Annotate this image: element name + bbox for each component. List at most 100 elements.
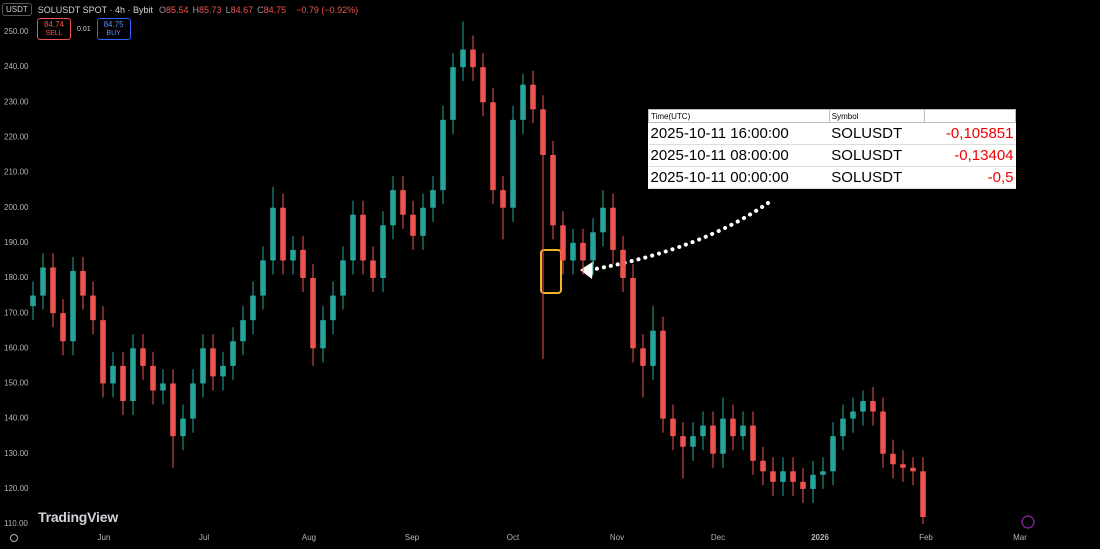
candle-body xyxy=(530,84,536,110)
candle-body xyxy=(770,471,776,482)
candle-body xyxy=(380,225,386,279)
candle-body xyxy=(410,214,416,236)
candle-body xyxy=(900,464,906,468)
candle-body xyxy=(860,401,866,412)
table-cell: -0,5 xyxy=(924,166,1016,189)
watermark: TradingView xyxy=(38,509,119,525)
candle-body xyxy=(880,411,886,454)
ohlc-value: 85.73 xyxy=(199,4,222,15)
candle-body xyxy=(280,207,286,261)
candle-body xyxy=(120,365,126,402)
column-header[interactable]: Time(UTC) xyxy=(648,109,830,123)
x-tick-label: Oct xyxy=(507,533,520,542)
candle-body xyxy=(550,154,556,226)
y-tick-label: 110.00 xyxy=(4,519,28,528)
candle-body xyxy=(50,267,56,314)
candle-body xyxy=(390,190,396,226)
candle-body xyxy=(480,67,486,103)
candle-body xyxy=(680,436,686,447)
candle-body xyxy=(270,207,276,261)
candle-body xyxy=(580,242,586,261)
candle-body xyxy=(230,341,236,366)
quote-select[interactable]: USDT xyxy=(2,3,32,16)
candle-body xyxy=(100,320,106,384)
table-cell: SOLUSDT xyxy=(829,166,925,189)
change: −0.79 (−0.92%) xyxy=(296,4,359,15)
y-tick-label: 190.00 xyxy=(4,238,29,247)
x-tick-label: Sep xyxy=(405,533,420,542)
candle-body xyxy=(830,436,836,472)
icon[interactable] xyxy=(1021,515,1035,529)
candle-body xyxy=(920,471,926,517)
candle-body xyxy=(60,313,66,342)
candle-body xyxy=(40,267,46,296)
column-header[interactable] xyxy=(923,109,1017,123)
candle-body xyxy=(720,418,726,454)
candle-body xyxy=(200,348,206,384)
candle-body xyxy=(850,411,856,419)
candle-body xyxy=(620,249,626,279)
y-tick-label: 250.00 xyxy=(4,27,29,36)
candle-body xyxy=(160,383,166,391)
candle-body xyxy=(760,460,766,472)
candle-body xyxy=(400,190,406,215)
candle-body xyxy=(30,295,36,307)
candle-body xyxy=(70,270,76,342)
candle-body xyxy=(300,249,306,279)
candle-body xyxy=(570,242,576,261)
data-table: Time(UTC) Symbol 2025-10-11 16:00:00 SOLUS… xyxy=(648,109,1017,189)
candle-body xyxy=(350,214,356,261)
x-tick-label: Mar xyxy=(1013,533,1027,542)
candle-body xyxy=(440,119,446,191)
candle-body xyxy=(810,474,816,489)
x-tick-label: Jul xyxy=(199,533,209,542)
candle-body xyxy=(780,471,786,482)
candle-body xyxy=(510,119,516,208)
candle-body xyxy=(700,425,706,437)
candle-body xyxy=(430,190,436,208)
table-row: 2025-10-11 08:00:00 SOLUSDT -0,13404 xyxy=(648,144,1016,167)
y-tick-label: 180.00 xyxy=(4,273,29,282)
candle-body xyxy=(820,471,826,475)
candle-body xyxy=(690,436,696,447)
candle-body xyxy=(630,278,636,349)
ohlc-value: 84.67 xyxy=(230,4,254,15)
column-header[interactable]: Symbol xyxy=(828,109,925,123)
ohlc-value: 84.75 xyxy=(263,4,287,15)
table-cell: SOLUSDT xyxy=(829,122,925,145)
candle-body xyxy=(800,481,806,489)
x-tick-label: Dec xyxy=(711,533,725,542)
candle-body xyxy=(650,330,656,366)
candle-body xyxy=(170,383,176,437)
y-tick-label: 160.00 xyxy=(4,343,29,352)
settings-icon[interactable] xyxy=(10,534,18,542)
arrow xyxy=(588,201,770,272)
candle-body xyxy=(790,471,796,482)
x-tick-label: Jun xyxy=(98,533,111,542)
candle-body xyxy=(290,249,296,261)
buy-price: 84.75 xyxy=(103,20,124,29)
candle-body xyxy=(560,225,566,261)
candle-body xyxy=(220,365,226,377)
candle-body xyxy=(310,278,316,349)
ohlc-label: H xyxy=(192,4,200,15)
table-cell: 2025-10-11 16:00:00 xyxy=(648,122,830,145)
sell-button[interactable]: 84.74 SELL xyxy=(37,18,71,40)
candle-body xyxy=(450,67,456,120)
candle-body xyxy=(590,232,596,261)
spread: 0.01 xyxy=(77,25,91,33)
symbol: SOLUSDT SPOT · 4h · Bybit xyxy=(37,4,153,15)
sell-label: SELL xyxy=(45,30,63,37)
candle-body xyxy=(600,207,606,233)
candle-body xyxy=(660,330,666,419)
x-tick-label: Aug xyxy=(302,533,316,542)
x-tick-label: 2026 xyxy=(811,533,829,542)
candle-body xyxy=(610,207,616,250)
buy-button[interactable]: 84.75 BUY xyxy=(96,18,131,40)
candle-body xyxy=(640,348,646,366)
candle-body xyxy=(840,418,846,437)
candle-body xyxy=(80,270,86,296)
candle-body xyxy=(130,348,136,402)
